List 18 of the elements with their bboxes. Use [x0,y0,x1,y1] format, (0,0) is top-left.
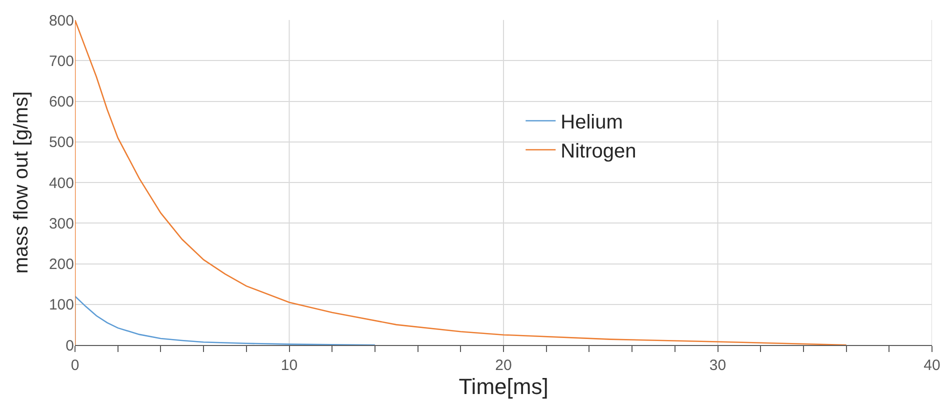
x-axis-title: Time[ms] [458,374,548,399]
x-tick-label: 40 [924,357,940,374]
line-series [75,20,847,345]
x-tick-label: 10 [280,357,298,374]
y-axis-title: mass flow out [g/ms] [10,91,32,274]
y-tick-label: 500 [48,134,74,152]
x-tick-label: 30 [709,357,726,374]
legend-label: Nitrogen [560,140,636,163]
y-tick-label: 400 [48,174,74,192]
x-tick-label: 20 [495,357,512,374]
legend-label: Helium [560,112,623,134]
y-tick-label: 700 [48,52,74,70]
y-tick-label: 100 [48,296,74,314]
y-tick-label: 0 [66,337,74,354]
y-tick-label: 200 [48,256,74,273]
y-tick-label: 600 [48,94,74,110]
y-tick-label: 800 [48,12,74,30]
y-tick-label: 300 [48,215,74,232]
